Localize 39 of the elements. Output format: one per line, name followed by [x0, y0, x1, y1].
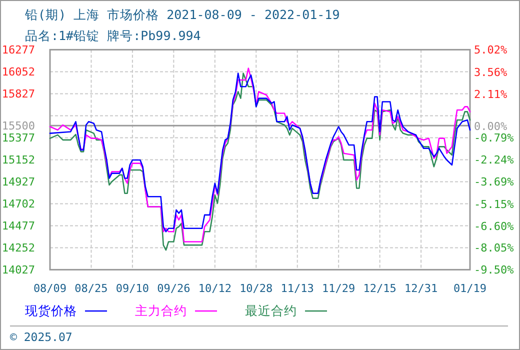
y2-tick-label: 2.11% [474, 88, 508, 101]
x-tick-label: 12/31 [404, 282, 438, 295]
y-tick-label: 15500 [2, 120, 35, 133]
x-tick-label: 10/12 [198, 282, 232, 295]
x-tick-label: 08/25 [74, 282, 108, 295]
x-tick-label: 11/13 [280, 282, 314, 295]
y2-tick-label: 3.56% [474, 66, 508, 79]
x-tick-label: 08/09 [33, 282, 67, 295]
y-tick-label: 14927 [2, 176, 35, 189]
y-tick-label: 15827 [2, 88, 35, 101]
y2-tick-label: 0.00% [474, 120, 508, 133]
x-tick-label: 09/26 [157, 282, 190, 295]
y-tick-label: 14477 [2, 220, 35, 233]
y-tick-label: 14252 [2, 242, 35, 255]
y-tick-label: 14027 [2, 264, 35, 277]
legend-label: 现货价格 [25, 303, 77, 318]
x-tick-label: 09/10 [116, 282, 150, 295]
y-tick-label: 15377 [2, 132, 35, 145]
y2-tick-label: 5.02% [474, 44, 508, 57]
x-tick-label: 10/28 [240, 282, 273, 295]
chart-title: 铅(期) 上海 市场价格 2021-08-09 - 2022-01-19 [24, 7, 340, 22]
y-tick-label: 16052 [2, 66, 35, 79]
x-tick-label: 11/29 [322, 282, 356, 295]
legend-label: 主力合约 [135, 303, 187, 318]
y2-tick-label: -8.05% [474, 242, 514, 255]
x-tick-label: 01/19 [453, 282, 487, 295]
text: © 2025.07 [10, 330, 72, 344]
y2-tick-label: -9.50% [474, 264, 514, 277]
x-tick-label: 12/15 [363, 282, 396, 295]
y2-tick-label: -6.60% [474, 220, 514, 233]
y2-tick-label: -0.79% [474, 132, 514, 145]
y2-tick-label: -2.24% [474, 154, 514, 167]
y-tick-label: 14702 [2, 198, 35, 211]
y-tick-label: 16277 [2, 44, 35, 57]
y2-tick-label: -3.69% [474, 176, 514, 189]
y2-tick-label: -5.15% [474, 198, 514, 211]
chart-subtitle: 品名:1#铅锭 牌号:Pb99.994 [25, 28, 201, 43]
y-tick-label: 15152 [2, 154, 35, 167]
legend-label: 最近合约 [245, 303, 297, 318]
